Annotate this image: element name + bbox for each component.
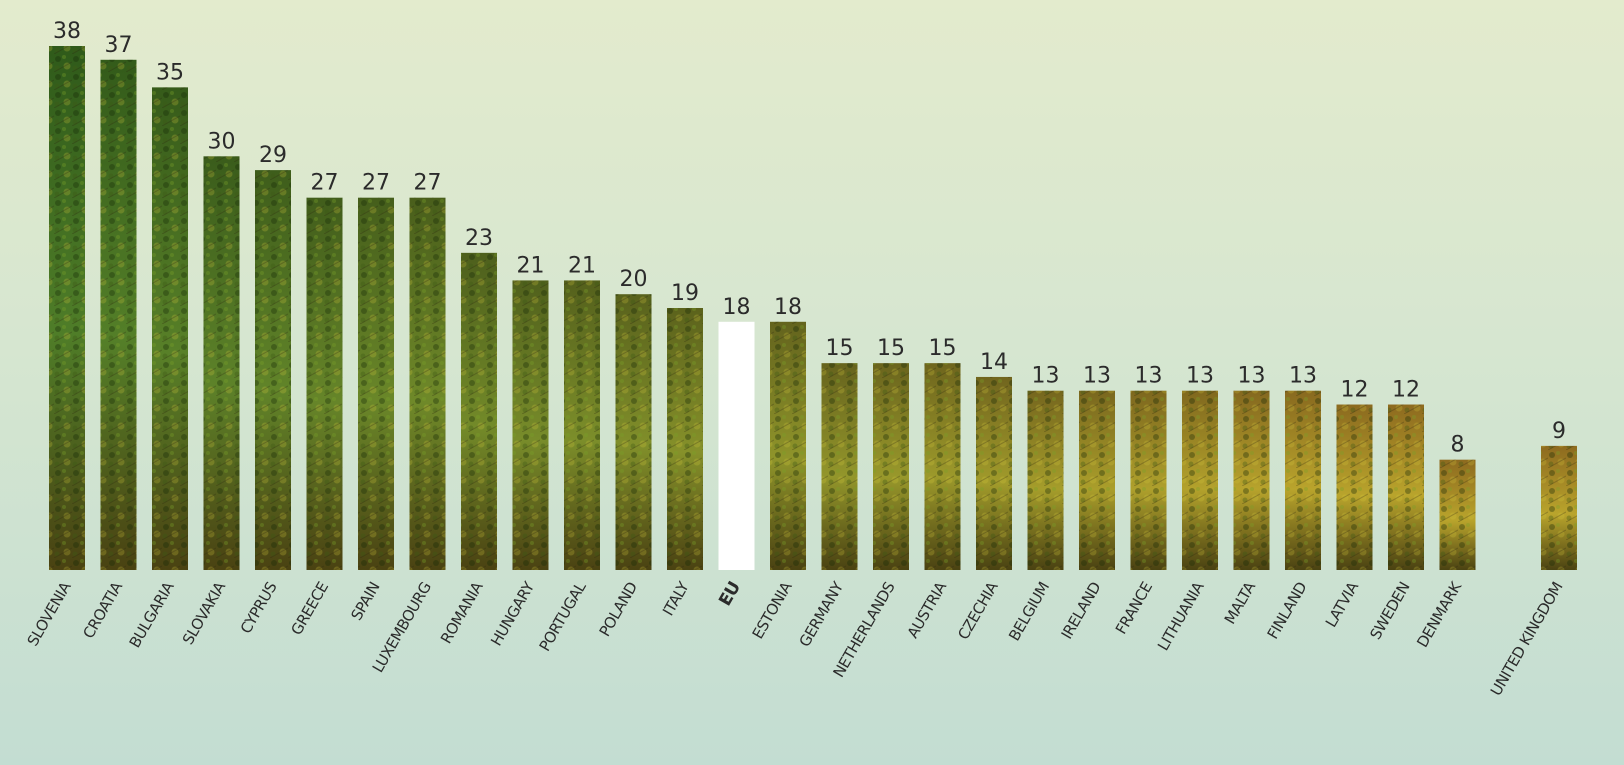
- bar-texture-ireland: [1079, 390, 1115, 570]
- value-label-spain: 27: [362, 171, 390, 196]
- bar-texture-united-kingdom: [1541, 445, 1577, 570]
- bar-texture-belgium: [1027, 390, 1064, 570]
- bar-texture-hungary: [512, 280, 549, 570]
- value-label-italy: 19: [671, 281, 699, 306]
- value-label-slovakia: 30: [208, 129, 236, 154]
- bar-texture-luxembourg: [409, 197, 446, 570]
- category-label-romania: ROMANIA: [437, 578, 487, 647]
- bar-texture-slovakia: [203, 156, 240, 570]
- category-label-france: FRANCE: [1112, 579, 1156, 637]
- value-label-romania: 23: [465, 226, 493, 251]
- value-label-bulgaria: 35: [156, 60, 184, 85]
- value-label-estonia: 18: [774, 295, 802, 320]
- value-label-germany: 15: [826, 336, 854, 361]
- value-label-france: 13: [1135, 364, 1163, 389]
- category-label-bulgaria: BULGARIA: [126, 578, 179, 651]
- bar-eu: [718, 321, 755, 570]
- value-label-netherlands: 15: [877, 336, 905, 361]
- bar-texture-cyprus: [255, 170, 291, 570]
- category-label-czechia: CZECHIA: [954, 578, 1002, 643]
- value-label-austria: 15: [929, 336, 957, 361]
- value-label-greece: 27: [311, 171, 339, 196]
- bar-texture-romania: [461, 252, 497, 570]
- value-label-poland: 20: [620, 267, 648, 292]
- bar-texture-czechia: [976, 376, 1012, 570]
- value-label-malta: 13: [1238, 364, 1266, 389]
- bars-group: [49, 46, 1577, 571]
- value-label-eu: 18: [723, 295, 751, 320]
- category-label-italy: ITALY: [659, 578, 693, 619]
- category-label-spain: SPAIN: [347, 579, 383, 624]
- value-label-ireland: 13: [1083, 364, 1111, 389]
- value-label-czechia: 14: [980, 350, 1008, 375]
- value-label-croatia: 37: [105, 33, 133, 58]
- value-label-lithuania: 13: [1186, 364, 1214, 389]
- category-label-portugal: PORTUGAL: [536, 578, 590, 654]
- bar-texture-slovenia: [49, 46, 85, 570]
- category-label-croatia: CROATIA: [79, 578, 126, 642]
- bar-texture-lithuania: [1182, 390, 1218, 570]
- category-label-estonia: ESTONIA: [749, 578, 796, 642]
- bar-texture-poland: [615, 294, 652, 570]
- bar-texture-italy: [667, 308, 703, 570]
- category-label-cyprus: CYPRUS: [237, 579, 281, 637]
- category-label-lithuania: LITHUANIA: [1154, 578, 1208, 654]
- category-label-poland: POLAND: [596, 579, 641, 640]
- category-label-finland: FINLAND: [1264, 579, 1311, 642]
- category-label-greece: GREECE: [287, 579, 332, 638]
- category-label-austria: AUSTRIA: [904, 578, 951, 641]
- value-label-luxembourg: 27: [414, 171, 442, 196]
- category-label-malta: MALTA: [1221, 578, 1260, 627]
- category-label-latvia: LATVIA: [1322, 578, 1363, 630]
- category-label-germany: GERMANY: [796, 578, 848, 650]
- bar-texture-spain: [358, 197, 394, 570]
- category-label-ireland: IRELAND: [1058, 579, 1105, 642]
- category-labels-group: SLOVENIA CROATIA BULGARIA SLOVAKIA CYPRUS GRE…: [24, 578, 1567, 699]
- category-label-slovenia: SLOVENIA: [24, 578, 75, 649]
- category-label-slovakia: SLOVAKIA: [179, 578, 230, 648]
- category-label-united-kingdom: UNITED KINGDOM: [1487, 579, 1567, 699]
- bar-texture-latvia: [1336, 404, 1373, 570]
- value-label-cyprus: 29: [259, 143, 287, 168]
- bar-texture-portugal: [564, 280, 600, 570]
- value-label-belgium: 13: [1032, 364, 1060, 389]
- bar-texture-estonia: [770, 321, 806, 570]
- category-label-denmark: DENMARK: [1413, 578, 1466, 651]
- bar-texture-croatia: [100, 59, 137, 570]
- value-label-sweden: 12: [1392, 378, 1420, 403]
- value-label-finland: 13: [1289, 364, 1317, 389]
- bar-texture-sweden: [1388, 404, 1424, 570]
- bar-texture-netherlands: [873, 363, 909, 570]
- bar-texture-germany: [821, 363, 858, 570]
- category-label-belgium: BELGIUM: [1005, 579, 1053, 644]
- bar-texture-denmark: [1439, 459, 1476, 570]
- bar-texture-france: [1130, 390, 1167, 570]
- category-label-hungary: HUNGARY: [487, 578, 539, 649]
- value-labels-group: 38 37 35 30 29 27 27 27 23 21 21 20 19 18 18 15 15 15 14 13…: [53, 19, 1566, 458]
- value-label-denmark: 8: [1451, 433, 1465, 458]
- bar-texture-bulgaria: [152, 87, 188, 571]
- value-label-hungary: 21: [517, 253, 545, 278]
- value-label-united-kingdom: 9: [1552, 419, 1566, 444]
- value-label-latvia: 12: [1341, 378, 1369, 403]
- bar-texture-austria: [924, 363, 961, 570]
- value-label-portugal: 21: [568, 253, 596, 278]
- category-label-eu: EU: [715, 579, 745, 610]
- bar-texture-malta: [1233, 390, 1270, 570]
- category-label-sweden: SWEDEN: [1366, 579, 1413, 643]
- value-label-slovenia: 38: [53, 19, 81, 44]
- bar-texture-finland: [1285, 390, 1321, 570]
- bar-texture-greece: [306, 197, 343, 570]
